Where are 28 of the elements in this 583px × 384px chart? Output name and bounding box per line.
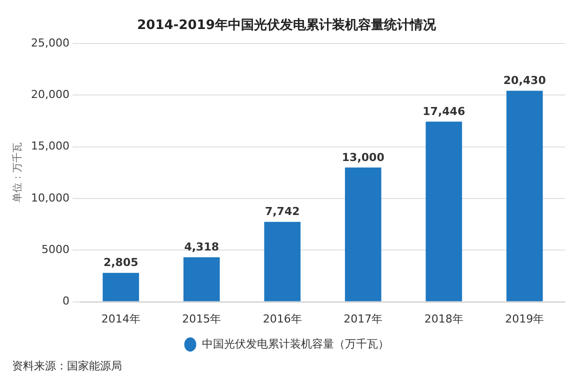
x-tick-label: 2015年: [182, 312, 222, 326]
data-label: 4,318: [184, 240, 220, 254]
x-tick-label: 2017年: [344, 312, 383, 326]
y-tick-label: 10,000: [30, 191, 70, 204]
bar: [102, 272, 140, 302]
chart-title: 2014-2019年中国光伏发电累计装机容量统计情况: [137, 17, 437, 34]
text: 资料来源：国家能源局: [12, 359, 122, 372]
y-tick-label: 15,000: [30, 140, 70, 153]
data-label: 17,446: [422, 104, 466, 118]
data-label: 7,742: [264, 205, 300, 218]
bar: [183, 257, 220, 302]
x-tick-label: 2019年: [505, 312, 544, 326]
data-label: 2,805: [103, 256, 138, 270]
x-tick-label: 2014年: [101, 312, 140, 326]
x-tick-label: 2018年: [424, 312, 464, 326]
x-tick-label: 2016年: [262, 312, 302, 326]
y-tick-label: 20,000: [30, 88, 70, 102]
y-tick-label: 25,000: [30, 36, 70, 50]
bar: [344, 168, 382, 302]
bar: [506, 90, 543, 302]
y-tick-label: 5000: [41, 243, 70, 256]
bar: [264, 222, 301, 302]
y-axis-title: 单位：万千瓦: [12, 142, 24, 203]
y-tick-label: 0: [62, 294, 70, 308]
data-label: 20,430: [503, 74, 546, 88]
legend-label: 中国光伏发电累计装机容量（万千瓦）: [202, 337, 389, 350]
bar: [426, 122, 462, 302]
data-label: 13,000: [342, 150, 385, 164]
